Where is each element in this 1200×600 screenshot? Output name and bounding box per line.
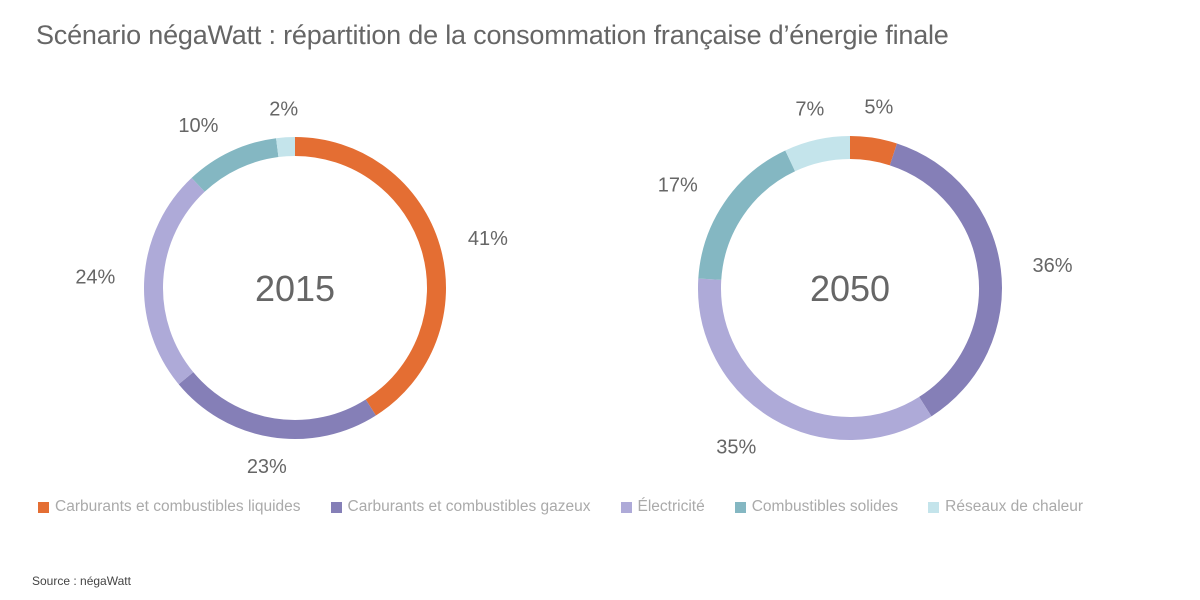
data-label-combustibles-solides: 10% (178, 115, 218, 137)
legend-item-electricite[interactable]: Électricité (620, 498, 705, 516)
donut-segment-carburants-et-combustibles-gazeux[interactable] (889, 143, 1002, 417)
legend-label: Carburants et combustibles gazeux (347, 498, 591, 515)
legend: Carburants et combustibles liquides Carb… (38, 498, 1113, 516)
donut-segment-carburants-et-combustibles-gazeux[interactable] (178, 372, 376, 439)
data-label-carburants-et-combustibles-liquides: 41% (468, 228, 508, 250)
legend-swatch (928, 501, 940, 513)
legend-swatch (620, 501, 632, 513)
legend-label: Électricité (637, 498, 705, 515)
legend-item-liquides[interactable]: Carburants et combustibles liquides (38, 498, 301, 516)
donut-segment-reseaux-de-chaleur[interactable] (785, 136, 851, 172)
legend-swatch (38, 501, 49, 513)
legend-swatch (734, 501, 746, 513)
legend-label: Réseaux de chaleur (945, 498, 1084, 515)
donut-2015: 41% 23% 24% 10% 2% 2015 (75, 98, 508, 477)
donut-segment-combustibles-solides[interactable] (191, 138, 279, 192)
donut-segment-reseaux-de-chaleur[interactable] (276, 137, 296, 158)
legend-item-solides[interactable]: Combustibles solides (734, 498, 899, 516)
data-label-reseaux-de-chaleur: 2% (269, 98, 298, 120)
donut-segment-carburants-et-combustibles-liquides[interactable] (294, 137, 446, 416)
legend-item-gazeux[interactable]: Carburants et combustibles gazeux (330, 498, 591, 516)
data-label-carburants-et-combustibles-gazeux: 36% (1033, 255, 1073, 277)
chart-title: Scénario négaWatt : répartition de la co… (36, 20, 949, 50)
data-label-combustibles-solides: 17% (658, 175, 698, 197)
data-label-electricite: 35% (716, 436, 756, 458)
source-note: Source : négaWatt (32, 574, 131, 588)
donut-segment-electricite[interactable] (698, 278, 932, 440)
legend-item-chaleur[interactable]: Réseaux de chaleur (928, 498, 1083, 516)
legend-swatch (330, 501, 342, 513)
donut-segment-carburants-et-combustibles-liquides[interactable] (849, 136, 897, 166)
data-label-electricite: 24% (75, 267, 115, 289)
data-label-carburants-et-combustibles-liquides: 5% (864, 96, 893, 118)
donut-segment-electricite[interactable] (144, 177, 205, 385)
legend-label: Carburants et combustibles liquides (55, 498, 301, 515)
data-label-reseaux-de-chaleur: 7% (795, 98, 824, 120)
donut-2050: 5% 36% 35% 17% 7% 2050 (658, 96, 1073, 458)
legend-label: Combustibles solides (751, 498, 899, 515)
donut-center-label: 2015 (255, 268, 335, 309)
donut-center-label: 2050 (810, 268, 890, 309)
donut-segment-combustibles-solides[interactable] (698, 150, 796, 281)
data-label-carburants-et-combustibles-gazeux: 23% (247, 456, 287, 478)
